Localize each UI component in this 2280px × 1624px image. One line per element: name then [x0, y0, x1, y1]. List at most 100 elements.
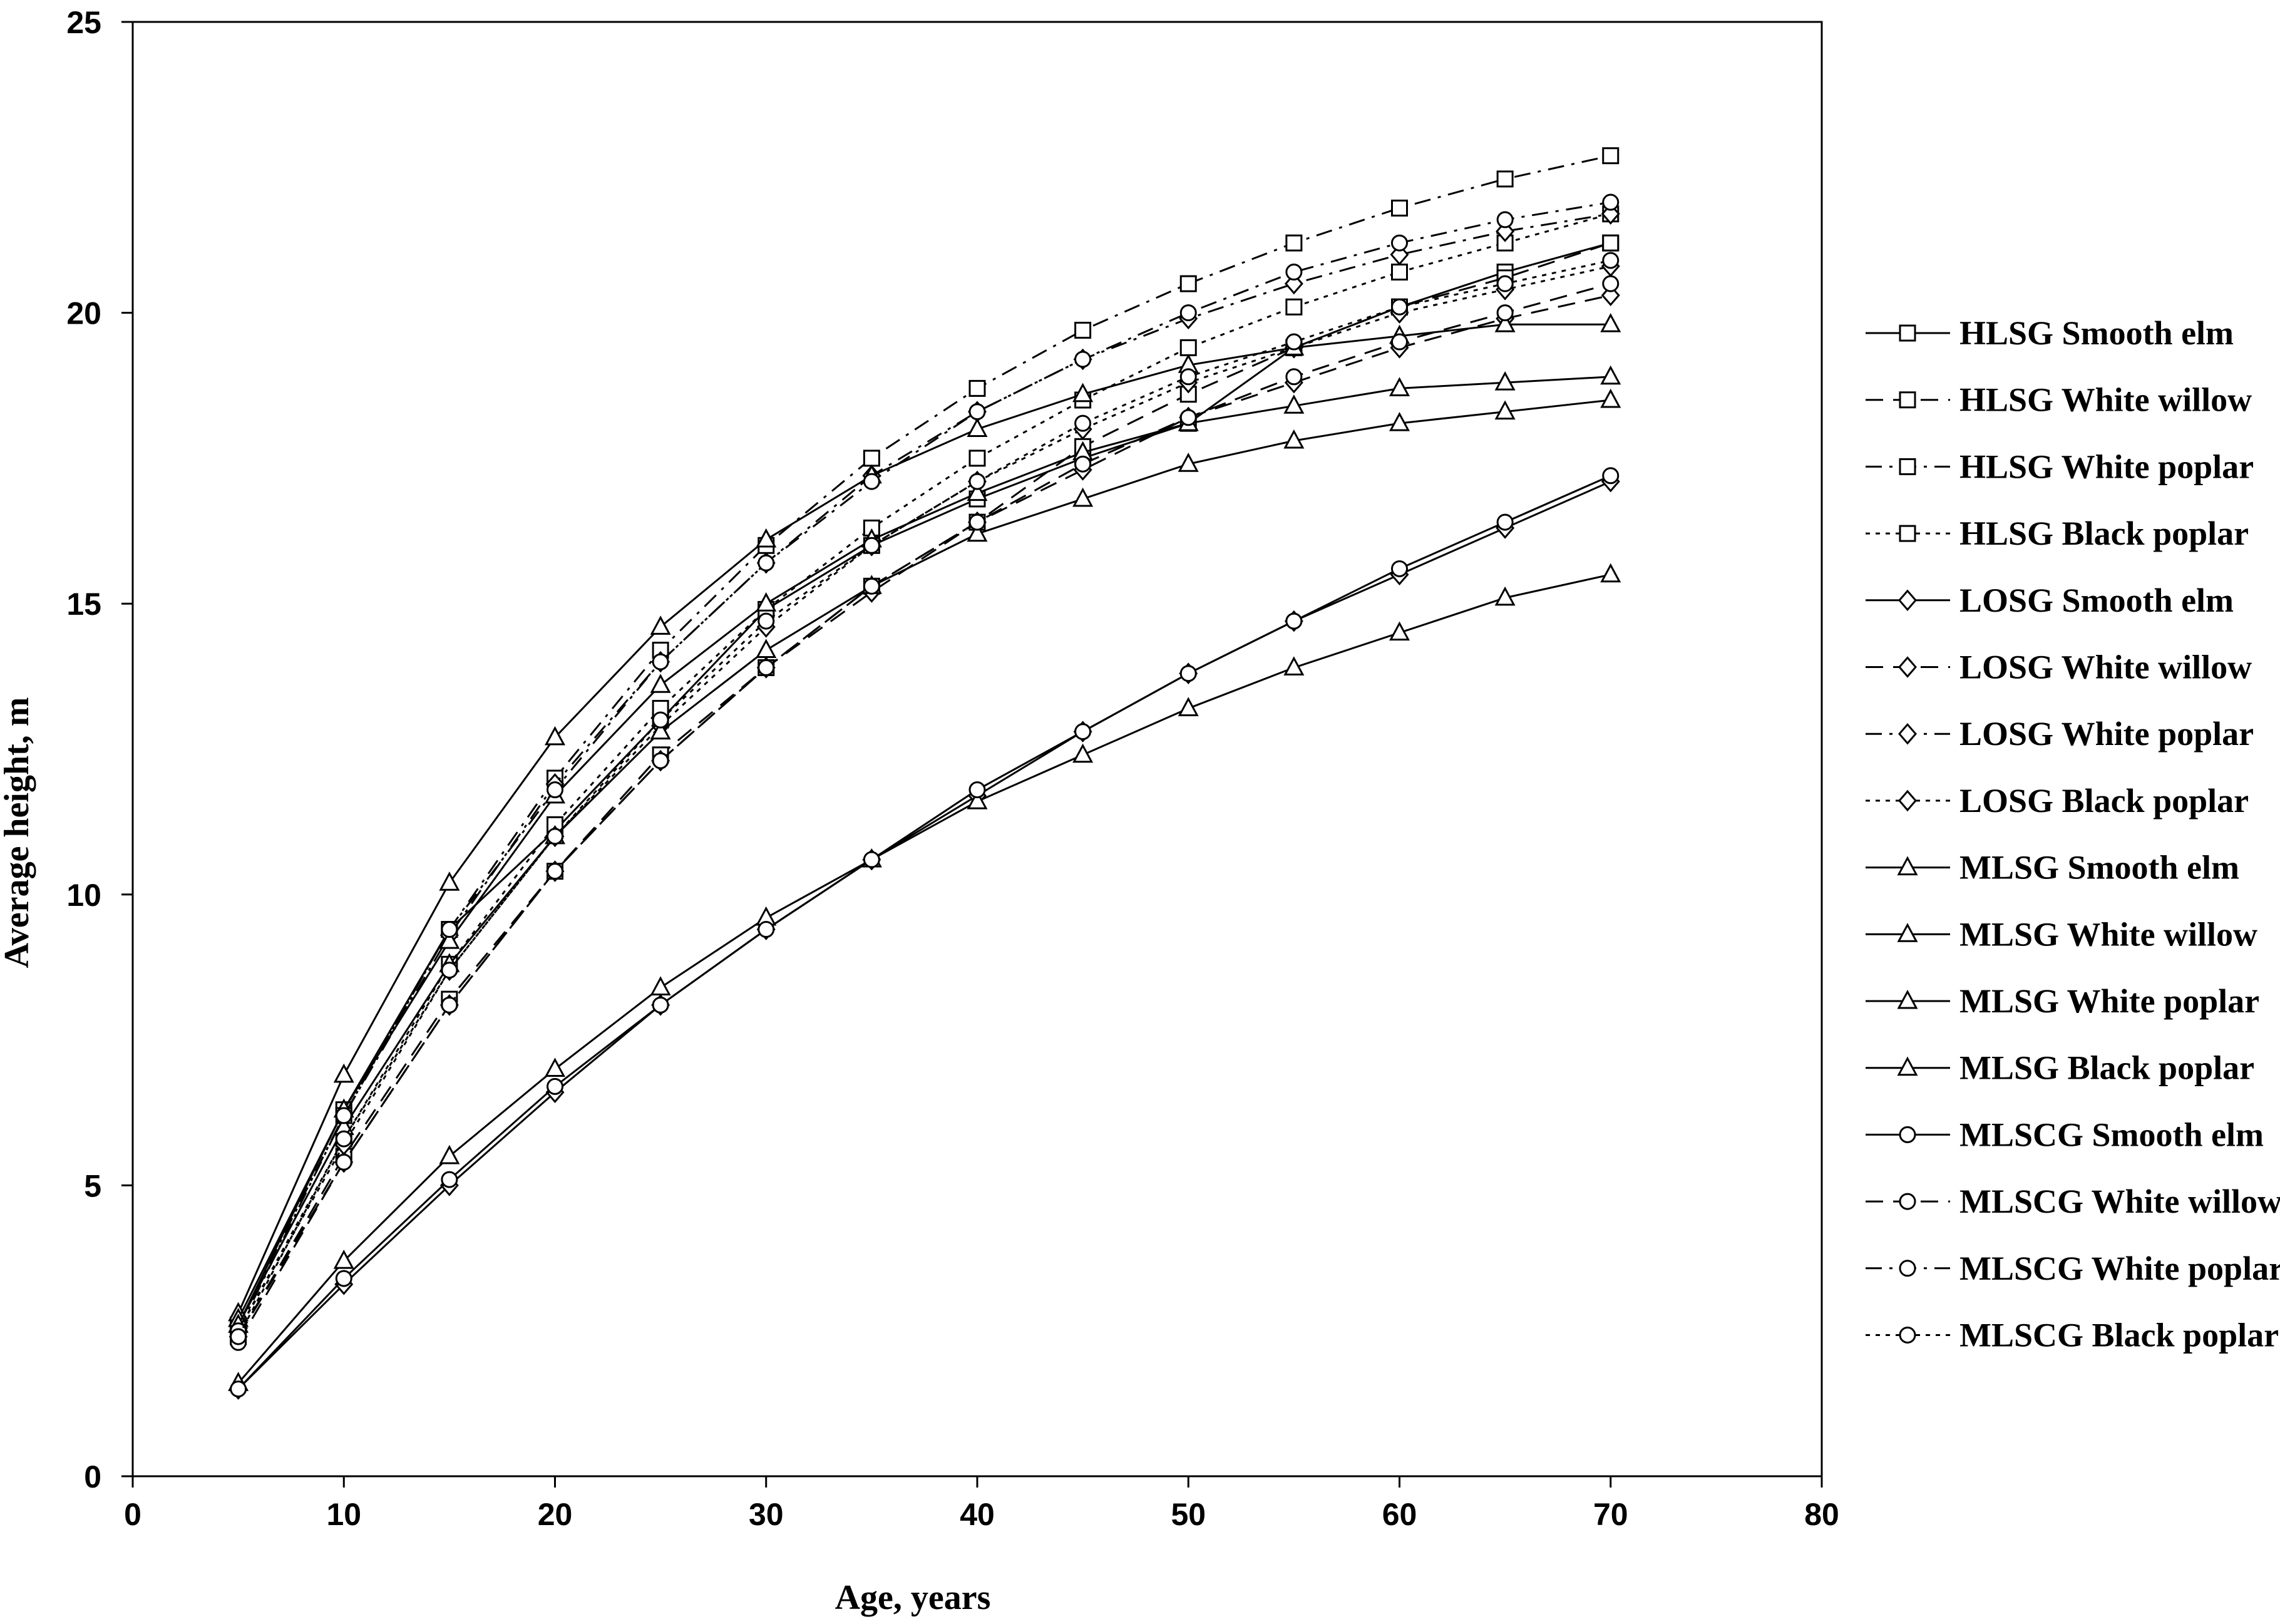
data-point	[1285, 298, 1303, 316]
legend-item: MLSCG White poplar	[1866, 1250, 2280, 1287]
legend-label: MLSCG Black poplar	[1959, 1317, 2279, 1354]
data-point	[1602, 234, 1620, 252]
series-1	[230, 234, 1620, 1345]
data-point	[335, 1130, 352, 1148]
legend: HLSG Smooth elm HLSG White willow HLSG Whi…	[1866, 314, 2280, 1354]
series-15	[230, 252, 1620, 1345]
series-2	[230, 147, 1620, 1334]
legend-marker	[1897, 1056, 1918, 1076]
legend-label: LOSG White willow	[1959, 649, 2252, 686]
data-point	[1178, 453, 1199, 472]
legend-marker	[1899, 1260, 1916, 1277]
data-point	[652, 653, 669, 671]
data-point	[441, 921, 458, 938]
data-point	[544, 726, 566, 746]
legend-label: LOSG White poplar	[1959, 715, 2254, 753]
series-8	[228, 313, 1621, 1322]
data-point	[968, 781, 986, 799]
data-point	[968, 403, 986, 421]
data-point	[439, 871, 460, 891]
legend-label: LOSG Black poplar	[1959, 782, 2249, 820]
data-point	[968, 473, 986, 490]
data-point	[756, 528, 777, 548]
data-point	[756, 592, 777, 612]
data-point	[333, 1063, 354, 1083]
data-point	[1074, 455, 1092, 473]
data-point	[1074, 351, 1092, 368]
data-point	[1179, 304, 1197, 322]
data-point	[544, 1057, 566, 1077]
plot-series	[228, 147, 1621, 1400]
series-line	[237, 480, 1611, 1390]
legend-marker	[1897, 923, 1918, 942]
series-line	[237, 573, 1611, 1384]
x-tick-label: 30	[749, 1497, 784, 1532]
series-line	[237, 259, 1611, 1337]
data-point	[650, 976, 671, 995]
x-axis-title: Age, years	[835, 1578, 991, 1617]
data-point	[1074, 723, 1092, 741]
data-point	[652, 996, 669, 1014]
data-point	[441, 962, 458, 979]
x-tick-label: 60	[1382, 1497, 1417, 1532]
data-point	[1602, 252, 1620, 269]
series-line	[237, 213, 1611, 1326]
data-point	[1285, 333, 1303, 351]
data-point	[1391, 199, 1408, 217]
data-point	[757, 612, 775, 630]
data-point	[1496, 513, 1514, 531]
data-point	[1389, 621, 1410, 641]
data-point	[1600, 388, 1621, 408]
x-tick-label: 40	[960, 1497, 995, 1532]
data-point	[547, 828, 563, 845]
data-point	[439, 929, 460, 949]
data-point	[1179, 409, 1197, 426]
legend-marker	[1898, 722, 1917, 745]
series-line	[237, 155, 1611, 1326]
data-point	[650, 720, 671, 740]
data-point	[441, 996, 458, 1014]
data-point	[968, 379, 986, 397]
data-point	[1494, 371, 1516, 391]
data-point	[757, 554, 775, 572]
series-7	[229, 255, 1620, 1342]
data-point	[1494, 586, 1516, 606]
data-point	[1285, 234, 1303, 252]
legend-item: MLSCG White willow	[1866, 1183, 2280, 1220]
data-point	[1602, 467, 1620, 485]
series-line	[237, 376, 1611, 1320]
data-point	[756, 639, 777, 659]
x-tick-label: 50	[1171, 1497, 1206, 1532]
data-point	[439, 1144, 460, 1164]
plot-frame	[131, 21, 1823, 1478]
legend-marker	[1899, 525, 1916, 542]
data-point	[1285, 612, 1303, 630]
legend-label: MLSG White poplar	[1959, 982, 2259, 1020]
data-point	[1494, 400, 1516, 420]
legend-item: MLSG White poplar	[1866, 982, 2259, 1020]
data-point	[1285, 368, 1303, 386]
legend-label: MLSG Black poplar	[1959, 1049, 2254, 1087]
data-point	[1283, 394, 1305, 414]
data-point	[1179, 665, 1197, 682]
data-point	[650, 674, 671, 693]
series-5	[229, 284, 1620, 1348]
legend-marker	[1898, 656, 1917, 678]
series-13	[230, 275, 1620, 1351]
legend-marker	[1899, 1126, 1916, 1143]
legend-item: MLSCG Black poplar	[1866, 1317, 2279, 1354]
legend-marker	[1899, 1193, 1916, 1210]
data-point	[1602, 147, 1620, 165]
data-point	[757, 659, 775, 676]
legend-label: HLSG Black poplar	[1959, 515, 2249, 552]
data-point	[968, 450, 986, 467]
data-point	[1072, 487, 1094, 507]
legend-label: HLSG White willow	[1959, 381, 2252, 419]
data-point	[650, 615, 671, 635]
y-tick-label: 5	[84, 1168, 101, 1203]
data-point	[335, 1153, 352, 1171]
data-point	[547, 863, 563, 880]
x-tick-label: 10	[326, 1497, 361, 1532]
data-point	[547, 781, 563, 799]
